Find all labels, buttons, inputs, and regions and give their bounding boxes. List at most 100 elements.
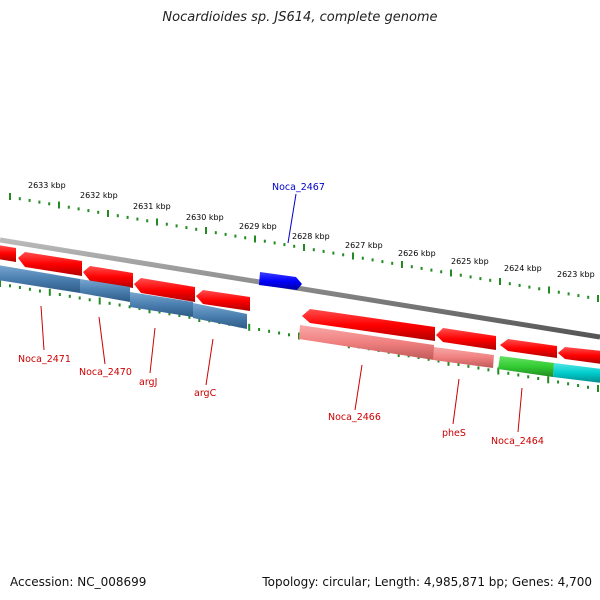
major-tick <box>597 295 599 302</box>
cds-feature[interactable] <box>436 328 496 350</box>
minor-tick <box>489 278 492 282</box>
minor-tick <box>97 210 100 214</box>
scale-label: 2633 kbp <box>28 181 66 190</box>
cds-feature[interactable] <box>196 290 250 311</box>
leader-noca-2471 <box>40 305 45 351</box>
minor-tick <box>158 310 161 314</box>
scale-label: 2623 kbp <box>557 270 595 279</box>
gene-argc[interactable] <box>193 303 247 329</box>
minor-tick <box>28 287 31 291</box>
minor-tick <box>136 217 139 221</box>
minor-tick <box>48 202 51 206</box>
minor-tick <box>410 265 413 269</box>
minor-tick <box>430 268 433 272</box>
cds-features <box>0 245 600 364</box>
cds-feature[interactable] <box>302 309 435 341</box>
cds-feature[interactable] <box>134 278 195 302</box>
minor-tick <box>312 248 315 252</box>
gene-noca-2467[interactable] <box>259 272 302 290</box>
gene-noca-2466[interactable] <box>299 325 434 360</box>
minor-tick <box>508 282 511 286</box>
gene-phes[interactable] <box>433 347 494 368</box>
gene-noca-2470[interactable] <box>80 279 130 302</box>
minor-tick <box>244 236 247 240</box>
major-tick <box>107 210 109 217</box>
minor-tick <box>28 198 31 202</box>
minor-tick <box>9 284 11 288</box>
major-tick <box>48 288 51 296</box>
minor-tick <box>38 289 41 293</box>
minor-tick <box>459 273 462 277</box>
gene-label-noca-2466[interactable]: Noca_2466 <box>328 412 381 423</box>
gene-label-noca-2464[interactable]: Noca_2464 <box>491 436 544 447</box>
gene-label-noca-2471[interactable]: Noca_2471 <box>18 354 71 365</box>
minor-tick <box>427 357 430 361</box>
minor-tick <box>18 286 21 289</box>
minor-tick <box>77 207 80 211</box>
minor-tick <box>258 328 261 331</box>
minor-tick <box>371 258 374 262</box>
minor-tick <box>67 205 70 209</box>
major-tick <box>9 193 11 200</box>
major-tick <box>205 227 207 234</box>
gene-argj[interactable] <box>130 292 193 317</box>
minor-tick <box>126 215 129 219</box>
cds-feature[interactable] <box>0 245 16 262</box>
gene-label-argc[interactable]: argC <box>194 388 217 399</box>
major-tick <box>401 261 403 268</box>
minor-tick <box>457 363 460 366</box>
major-tick <box>497 367 500 375</box>
leader-noca-2470 <box>98 316 106 365</box>
gene-label-noca-2467[interactable]: Noca_2467 <box>272 182 325 193</box>
gene-noca-2464[interactable] <box>498 356 554 377</box>
minor-tick <box>587 295 590 299</box>
cds-feature[interactable] <box>83 266 133 288</box>
minor-tick <box>273 241 276 245</box>
minor-tick <box>18 197 21 201</box>
minor-tick <box>165 222 168 226</box>
cds-feature[interactable] <box>18 252 82 276</box>
minor-tick <box>78 296 81 300</box>
major-tick <box>98 297 101 305</box>
gene-label-phes[interactable]: pheS <box>442 428 466 439</box>
major-tick <box>254 235 256 243</box>
cds-feature[interactable] <box>558 347 600 364</box>
gene-noca-2471[interactable] <box>0 265 80 293</box>
scale-label: 2627 kbp <box>345 241 383 250</box>
minor-tick <box>58 293 61 296</box>
minor-tick <box>263 239 266 243</box>
major-tick <box>450 269 452 277</box>
major-tick <box>548 286 550 294</box>
minor-tick <box>440 270 443 274</box>
minor-tick <box>517 373 520 377</box>
major-tick <box>597 385 599 392</box>
gene-labels: Noca_2467 Noca_2471 Noca_2470 argJ argC … <box>18 182 544 447</box>
gene-label-argj[interactable]: argJ <box>139 377 157 388</box>
minor-tick <box>528 285 531 289</box>
reverse-strand-genes <box>0 265 600 383</box>
major-tick <box>0 280 1 287</box>
minor-tick <box>537 377 540 380</box>
minor-tick <box>128 305 131 309</box>
minor-tick <box>567 292 570 296</box>
cds-feature[interactable] <box>500 339 557 358</box>
minor-tick <box>288 333 290 337</box>
minor-tick <box>188 315 191 319</box>
minor-tick <box>477 366 480 370</box>
topology-text: Topology: circular; Length: 4,985,871 bp… <box>262 575 592 589</box>
minor-tick <box>527 375 530 379</box>
label-leaders <box>40 193 523 433</box>
minor-tick <box>88 298 91 302</box>
minor-tick <box>557 380 560 384</box>
minor-tick <box>487 368 490 372</box>
gene-cyan[interactable] <box>553 363 600 383</box>
minor-tick <box>587 385 589 389</box>
minor-tick <box>322 249 325 253</box>
leader-noca-2466 <box>354 364 363 411</box>
gene-label-noca-2470[interactable]: Noca_2470 <box>79 367 132 378</box>
scale-label: 2632 kbp <box>80 191 118 200</box>
major-tick <box>547 376 550 384</box>
minor-tick <box>332 251 335 255</box>
major-tick <box>499 278 501 285</box>
minor-tick <box>293 244 296 248</box>
